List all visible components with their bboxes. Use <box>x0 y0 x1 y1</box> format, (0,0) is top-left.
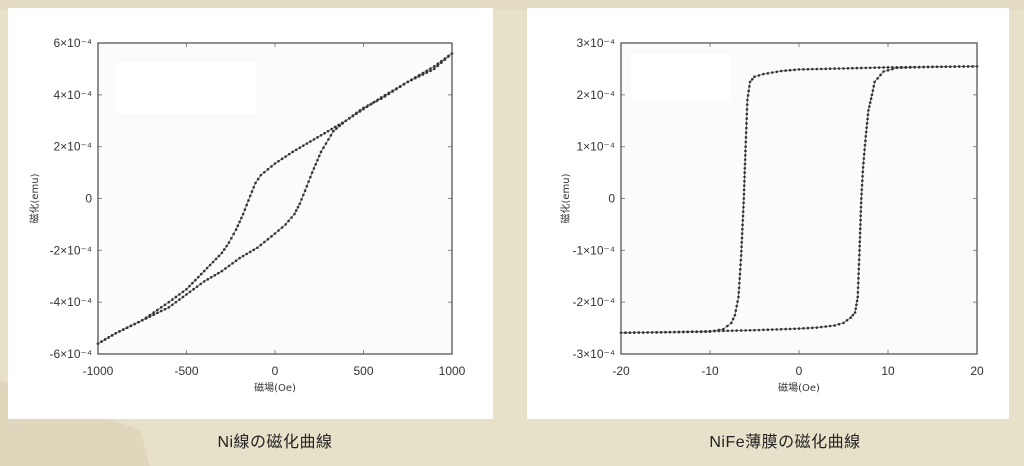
nife-film-caption: NiFe薄膜の磁化曲線 <box>709 434 861 451</box>
x-tick-label: 500 <box>353 364 373 378</box>
ni-wire-chart-panel: -1000 -500 0 500 1000 -6×10⁻⁴ -4×10⁻⁴ -2×10⁻⁴ 0 2… <box>8 8 493 419</box>
x-tick-label: -500 <box>174 364 198 378</box>
y-axis-label: 磁化(emu) <box>28 173 41 223</box>
y-tick-label: -2×10⁻⁴ <box>49 243 92 257</box>
y-tick-label: 0 <box>608 192 615 206</box>
nife-film-chart-panel: -20 -10 0 10 20 -3×10⁻⁴ -2×10⁻⁴ -1×10⁻⁴ 0 1×10⁻⁴ 2… <box>527 8 1009 419</box>
y-tick-label: -3×10⁻⁴ <box>572 347 615 361</box>
y-tick-label: 4×10⁻⁴ <box>53 88 92 102</box>
x-tick-label: 10 <box>881 364 895 378</box>
y-tick-label: 6×10⁻⁴ <box>53 36 92 50</box>
x-tick-label: -20 <box>612 364 630 378</box>
y-axis-label: 磁化(emu) <box>559 173 572 223</box>
y-tick-label: 1×10⁻⁴ <box>576 140 615 154</box>
legend-placeholder <box>631 54 731 102</box>
x-axis-label: 磁場(Oe) <box>254 381 296 394</box>
legend-placeholder <box>116 62 256 114</box>
x-tick-label: 20 <box>970 364 984 378</box>
y-tick-label: -4×10⁻⁴ <box>49 295 92 309</box>
x-tick-label: 0 <box>272 364 279 378</box>
y-tick-label: 2×10⁻⁴ <box>53 140 92 154</box>
y-tick-label: 0 <box>85 192 92 206</box>
ni-wire-caption: Ni線の磁化曲線 <box>217 434 333 451</box>
x-tick-label: -1000 <box>83 364 114 378</box>
x-axis-label: 磁場(Oe) <box>778 381 820 394</box>
plot-frame <box>97 42 453 355</box>
x-tick-label: 1000 <box>439 364 466 378</box>
y-tick-label: 2×10⁻⁴ <box>576 88 615 102</box>
x-tick-label: -10 <box>701 364 719 378</box>
nife-film-chart: -20 -10 0 10 20 -3×10⁻⁴ -2×10⁻⁴ -1×10⁻⁴ 0 1×10⁻⁴ 2… <box>559 36 984 394</box>
plot-frame <box>620 42 978 355</box>
ni-wire-chart: -1000 -500 0 500 1000 -6×10⁻⁴ -4×10⁻⁴ -2×10⁻⁴ 0 2… <box>28 36 466 394</box>
y-tick-label: -2×10⁻⁴ <box>572 295 615 309</box>
y-tick-label: -6×10⁻⁴ <box>49 347 92 361</box>
x-tick-label: 0 <box>796 364 803 378</box>
y-tick-label: 3×10⁻⁴ <box>576 36 615 50</box>
y-tick-label: -1×10⁻⁴ <box>572 243 615 257</box>
